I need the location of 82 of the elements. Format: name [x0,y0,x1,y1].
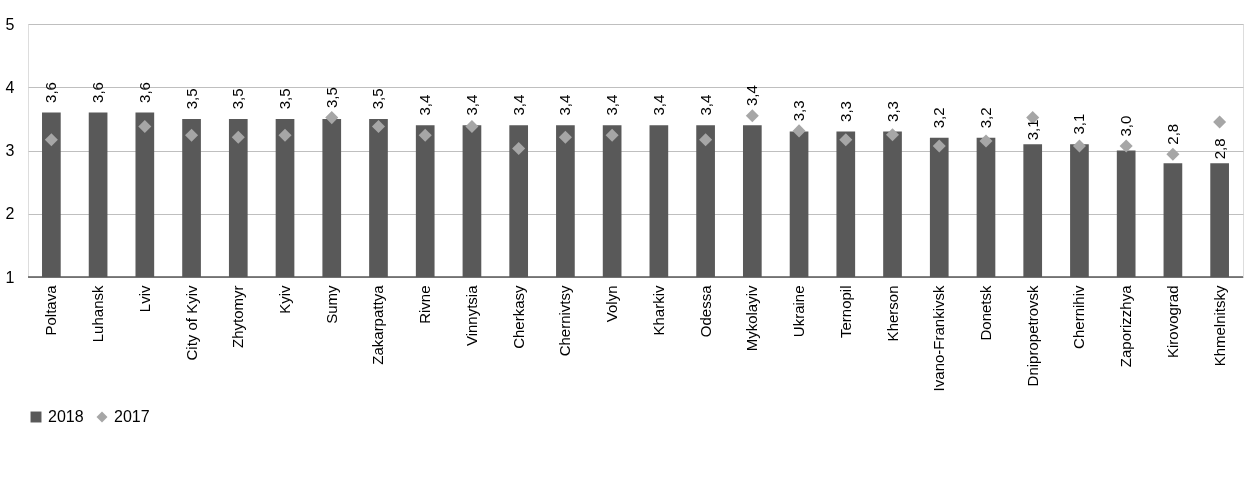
point [138,119,152,133]
point [1166,147,1180,161]
data-label: 3,4 [416,94,434,116]
x-tick-label: Ternopil [836,285,854,339]
point [185,128,199,142]
x-tick-label: Kyiv [276,285,294,314]
data-label: 3,5 [369,88,387,110]
point [745,109,759,123]
point [1119,139,1133,153]
point [512,142,526,156]
x-tick-label: Lviv [135,285,153,313]
x-tick-label: Donetsk [976,285,994,341]
x-tick-label: Dnipropetrovsk [1023,285,1041,387]
x-tick-label: Ivano-Frankivsk [930,285,948,392]
point [44,133,58,147]
point [325,111,339,125]
point [792,124,806,138]
point [1072,139,1086,153]
data-label: 3,6 [42,82,60,103]
point [278,128,292,142]
data-label: 3,6 [135,82,153,103]
point [418,128,432,142]
y-tick-label: 1 [5,268,15,286]
data-label: 3,3 [883,101,901,122]
legend-label: 2017 [114,408,150,425]
point [371,119,385,133]
data-label: 2,8 [1210,138,1228,160]
data-label: 3,2 [930,107,948,129]
point [979,134,993,148]
data-label: 3,4 [509,94,527,116]
x-tick-label: Zaporizzhya [1117,284,1135,368]
x-tick-label: City of Kyiv [182,285,200,361]
point [605,128,619,142]
x-tick-label: Zakarpattya [369,284,387,365]
x-tick-label: Volyn [603,285,621,323]
data-label: 3,2 [976,107,994,129]
x-tick-label: Rivne [416,285,434,324]
data-label: 3,5 [276,88,294,110]
data-label: 2,8 [1163,123,1181,145]
y-tick-label: 3 [5,142,15,159]
data-label: 3,4 [603,94,621,116]
x-tick-label: Vinnytsia [462,284,480,347]
point [231,130,245,144]
data-label: 3,4 [462,94,480,116]
x-tick-label: Ukraine [790,285,808,338]
data-label: 3,1 [1070,113,1088,135]
data-label: 3,4 [696,94,714,116]
data-label: 3,5 [229,88,247,110]
data-label: 3,0 [1117,115,1135,137]
point [699,133,713,147]
x-tick-label: Kirovograd [1163,285,1181,359]
x-tick-label: Zhytomyr [229,285,247,349]
x-tick-label: Odessa [696,284,714,338]
data-label: 3,3 [836,101,854,122]
data-label: 3,4 [743,85,761,107]
legend-label: 2018 [48,408,84,425]
data-label: 3,1 [1023,119,1041,141]
y-tick-label: 2 [5,205,15,223]
x-tick-label: Poltava [42,284,60,336]
data-label: 3,5 [322,87,340,109]
x-tick-label: Kharkiv [649,285,667,336]
point [886,128,900,142]
x-tick-label: Mykolayiv [743,285,761,352]
data-label: 3,4 [649,94,667,116]
x-tick-label: Cherkasy [509,285,527,349]
data-label: 3,3 [790,100,808,122]
x-tick-label: Chernihiv [1070,285,1088,349]
point [465,119,479,133]
data-label: 3,6 [89,82,107,103]
y-tick-label: 4 [5,78,15,96]
data-label: 3,5 [182,88,200,110]
data-label: 3,4 [556,94,574,116]
point [558,130,572,144]
y-tick-label: 5 [5,15,15,33]
point [839,133,853,147]
x-tick-label: Khmelnitsky [1210,285,1228,367]
point [932,139,946,153]
x-tick-label: Kherson [883,285,901,342]
x-tick-label: Chernivtsy [556,285,574,357]
x-tick-label: Sumy [322,285,340,324]
x-tick-label: Luhansk [89,285,107,343]
point [1213,115,1227,129]
